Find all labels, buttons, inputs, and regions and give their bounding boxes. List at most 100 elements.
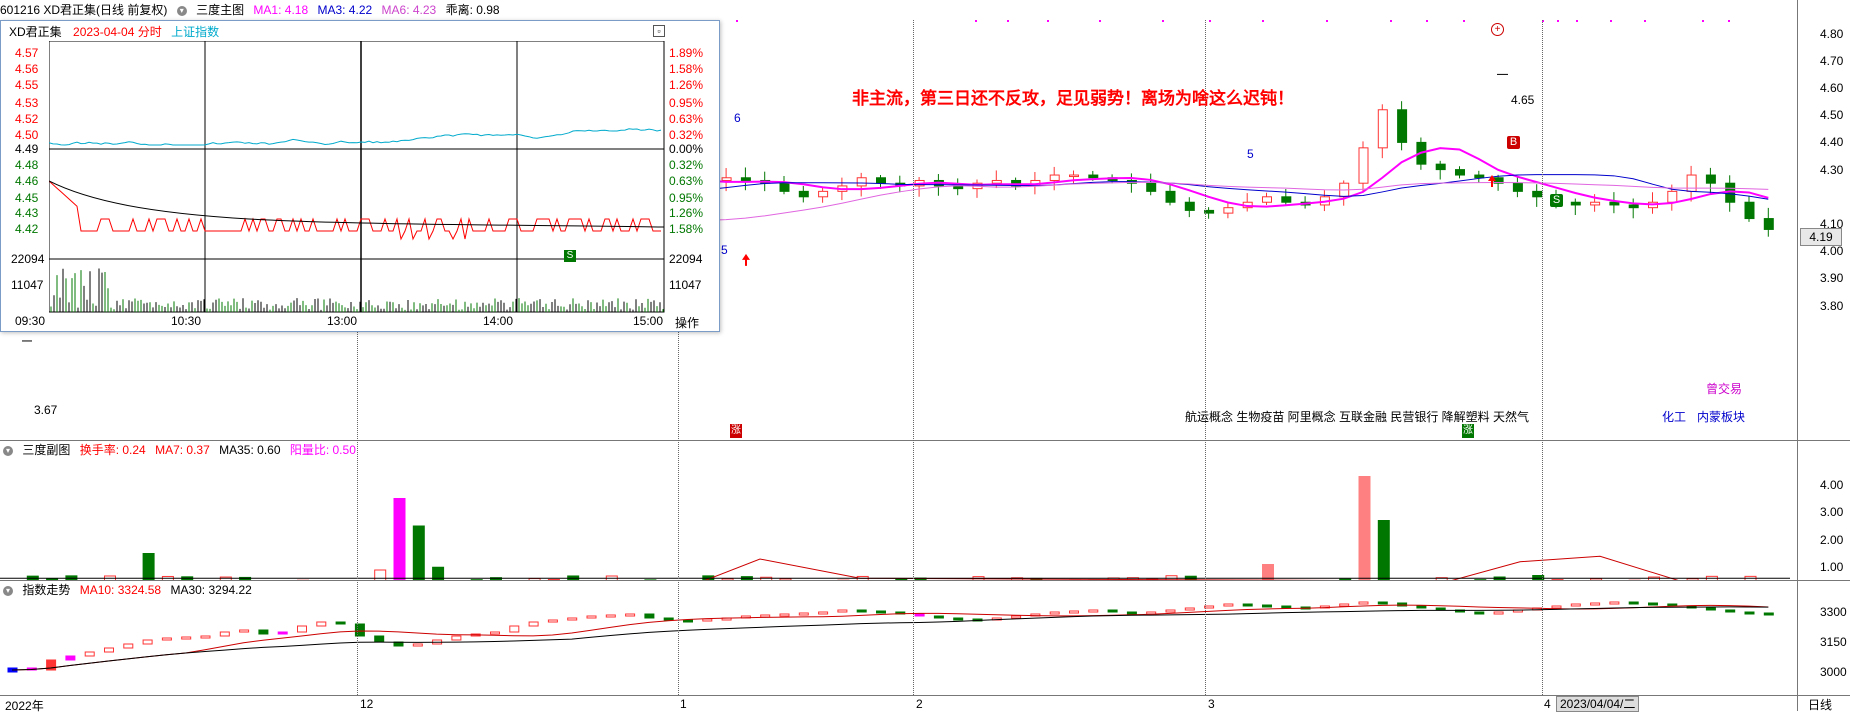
intraday-popup[interactable]: XD君正集 2023-04-04 分时 上证指数 ▫ 22094 11047 2… [0,20,720,332]
index-candle-8 [162,638,171,640]
index-candle-80 [1552,606,1561,608]
index-panel-title[interactable]: 指数走势 [22,583,70,597]
sector-tag-chemical: 化工 [1662,408,1686,425]
candle-body-60 [1166,191,1175,202]
popup-pct-9: 0.95% [669,191,703,205]
index-candle-65 [1263,605,1272,607]
separator-feb [913,20,914,695]
stock-title[interactable]: 601216 XD君正集(日线 前复权) [0,3,167,17]
top-marker-0 [736,20,738,22]
popup-title-bar: XD君正集 2023-04-04 分时 上证指数 [9,23,219,41]
index-candle-74 [1436,608,1445,610]
volume-ma-line [0,556,1790,580]
candle-body-61 [1185,202,1194,210]
intraday-chart[interactable] [49,41,665,313]
index-candle-11 [220,632,229,636]
candle-body-90 [1745,202,1754,218]
index-candle-23 [452,636,461,640]
popup-close-icon[interactable]: ▫ [653,25,665,37]
price-tick-7: 4.00 [1820,244,1843,258]
volume-panel-title[interactable]: 三度副图 [22,443,70,457]
candle-body-86 [1668,191,1677,202]
popup-index-name[interactable]: 上证指数 [171,25,219,39]
index-candle-4 [85,652,94,656]
index-candle-42 [819,612,828,614]
volume-bar-21 [413,526,424,580]
candle-body-37 [722,178,731,181]
candle-body-83 [1610,202,1619,205]
top-marker-1 [975,20,977,22]
chart-menu-icon[interactable]: ▾ [177,6,187,16]
index-candle-21 [413,644,422,646]
candle-body-65 [1263,197,1272,202]
popup-average-line [49,181,664,227]
index-chart[interactable] [0,600,1797,695]
price-tick-3: 4.50 [1820,108,1843,122]
low-price-marker: 3.67 [34,403,57,417]
index-candle-10 [201,636,210,638]
popup-pct-4: 0.63% [669,112,703,126]
time-label-12: 12 [360,697,373,711]
candle-body-54 [1050,175,1059,180]
sector-list: 航运概念 生物疫苗 阿里概念 互联金融 民营银行 降解塑料 天然气 [1185,408,1529,425]
volume-chart[interactable] [0,460,1797,580]
index-candle-7 [143,640,152,644]
turnover-value: 换手率: 0.24 [80,443,146,457]
top-marker-2 [1007,20,1009,22]
popup-date: 2023-04-04 分时 [73,25,162,39]
candle-body-82 [1591,202,1600,205]
index-candle-16 [317,622,326,626]
index-candle-43 [838,610,847,612]
index-candle-35 [684,620,693,622]
price-tick-4: 4.40 [1820,135,1843,149]
index-tick-2: 3000 [1820,665,1847,679]
index-candle-27 [529,622,538,626]
candle-body-76 [1475,175,1484,178]
top-marker-17 [1702,20,1704,22]
popup-frame [49,41,664,312]
candle-body-78 [1513,183,1522,191]
index-tick-0: 3300 [1820,605,1847,619]
index-candle-77 [1494,612,1503,614]
period-button[interactable]: 日线 [1808,696,1832,713]
sell-badge[interactable]: S [1550,194,1563,207]
popup-pct-0: 1.89% [669,46,703,60]
popup-action-button[interactable]: 操作 [675,314,699,331]
wave-label-5-mid: 5 [1247,147,1254,161]
divergence-value: 乖离: 0.98 [446,3,500,17]
index-panel-header: ▾ 指数走势 MA10: 3324.58 MA30: 3294.22 [0,580,258,600]
index-ma30: MA30: 3294.22 [170,583,251,597]
index-candle-89 [1726,610,1735,612]
popup-pct-3: 0.95% [669,96,703,110]
popup-pct-10: 1.26% [669,206,703,220]
popup-time-1300: 13:00 [327,314,357,328]
main-chart-name[interactable]: 三度主图 [196,3,244,17]
index-candle-85 [1649,603,1658,605]
index-candle-13 [259,630,268,634]
candle-body-79 [1533,191,1542,196]
time-label-3: 3 [1208,697,1215,711]
volume-tick-1: 3.00 [1820,505,1843,519]
candle-body-87 [1687,175,1696,191]
index-candle-81 [1571,604,1580,606]
index-candle-49 [954,618,963,620]
sector-tag-inner-mongolia: 内蒙板块 [1697,408,1745,425]
popup-price-5: 4.50 [15,128,38,142]
index-candle-15 [298,626,307,632]
time-label-1: 1 [680,697,687,711]
index-candle-55 [1070,611,1079,613]
time-label-4: 4 [1544,697,1551,711]
candle-body-56 [1089,175,1098,178]
wave-label-5-left: 5 [721,243,728,257]
separator-dec [357,330,358,695]
buy-badge[interactable]: B [1507,136,1520,149]
plus-circle-icon[interactable]: + [1491,23,1504,36]
separator-apr [1542,20,1543,695]
top-marker-5 [1162,20,1164,22]
top-marker-16 [1644,20,1646,22]
index-menu-icon[interactable]: ▾ [3,586,13,596]
candle-body-42 [819,191,828,196]
volume-menu-icon[interactable]: ▾ [3,446,13,456]
ma35-volume: MA35: 0.60 [219,443,280,457]
index-candle-90 [1745,612,1754,614]
